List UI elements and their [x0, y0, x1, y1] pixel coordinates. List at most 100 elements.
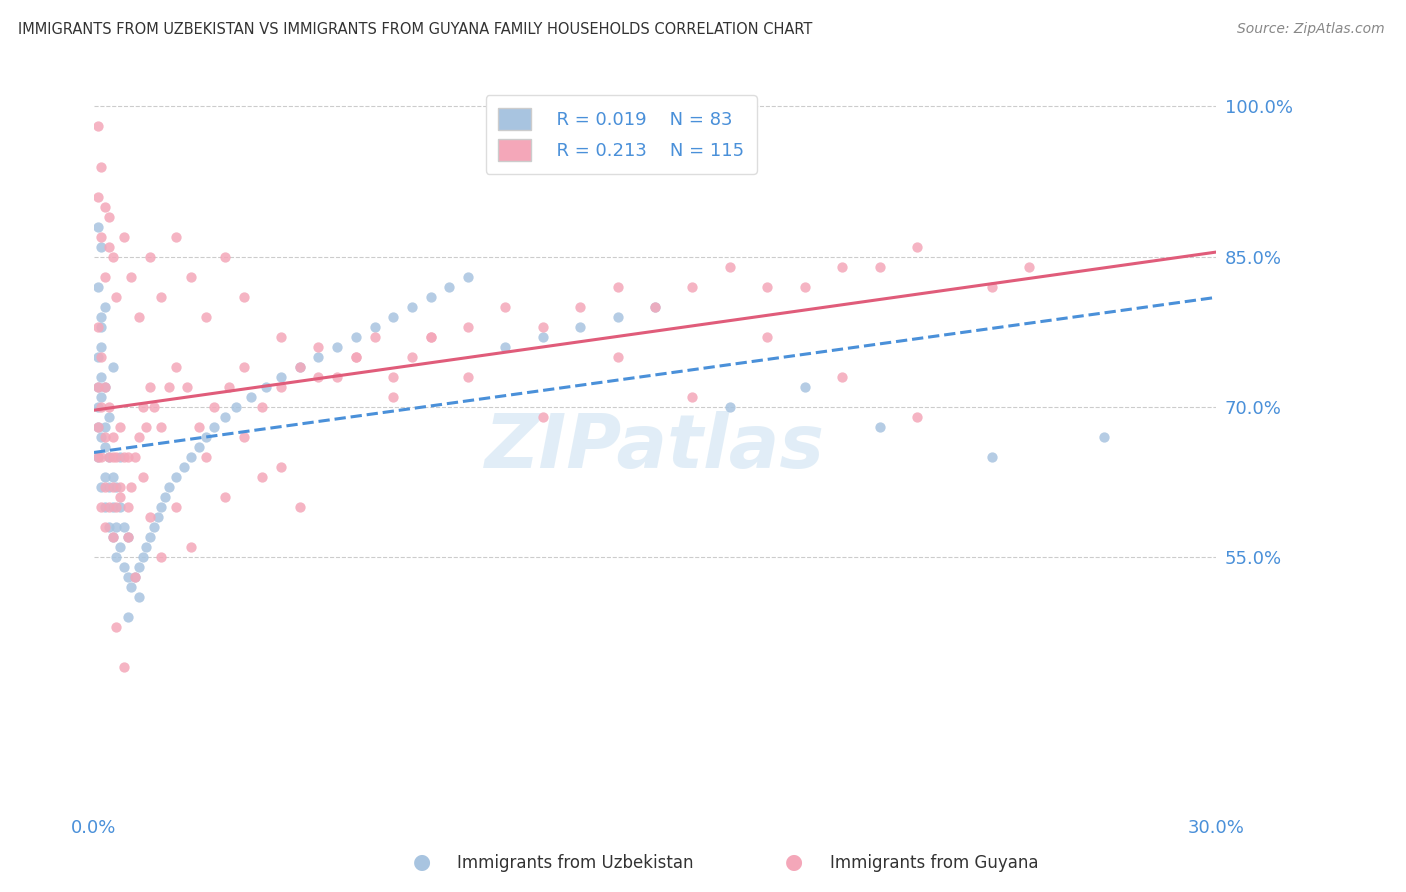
Point: [214, 490, 236, 504]
Point: [97, 480, 120, 494]
Point: [288, 359, 311, 374]
Point: [86, 189, 108, 203]
Point: [569, 319, 592, 334]
Point: [150, 500, 173, 515]
Point: [105, 290, 128, 304]
Point: [112, 560, 135, 574]
Point: [146, 510, 169, 524]
Point: [176, 380, 198, 394]
Point: [86, 450, 108, 464]
Point: [108, 450, 131, 464]
Point: [108, 490, 131, 504]
Point: [139, 250, 162, 264]
Point: [307, 370, 329, 384]
Text: Immigrants from Uzbekistan: Immigrants from Uzbekistan: [457, 855, 693, 872]
Point: [86, 450, 108, 464]
Point: [793, 380, 815, 394]
Point: [382, 310, 405, 324]
Point: [1018, 260, 1040, 274]
Point: [90, 370, 112, 384]
Point: [252, 470, 274, 484]
Point: [94, 520, 117, 534]
Point: [419, 330, 441, 344]
Point: [94, 380, 117, 394]
Point: [94, 420, 117, 434]
Point: [90, 350, 112, 364]
Point: [756, 279, 779, 293]
Point: [214, 250, 236, 264]
Point: [401, 350, 423, 364]
Point: [252, 400, 274, 414]
Point: [270, 370, 292, 384]
Point: [905, 240, 928, 254]
Point: [108, 480, 131, 494]
Point: [344, 350, 367, 364]
Point: [94, 440, 117, 454]
Point: [97, 450, 120, 464]
Point: [112, 520, 135, 534]
Point: [90, 229, 112, 244]
Point: [142, 400, 165, 414]
Point: [363, 330, 385, 344]
Point: [157, 380, 180, 394]
Point: [90, 430, 112, 444]
Point: [120, 480, 142, 494]
Point: [90, 240, 112, 254]
Point: [131, 400, 153, 414]
Point: [142, 520, 165, 534]
Point: [494, 340, 516, 354]
Point: [117, 610, 139, 624]
Point: [644, 300, 666, 314]
Point: [117, 450, 139, 464]
Point: [90, 340, 112, 354]
Point: [718, 400, 741, 414]
Point: [419, 330, 441, 344]
Point: [101, 530, 124, 544]
Point: [124, 570, 146, 584]
Point: [606, 350, 628, 364]
Point: [94, 470, 117, 484]
Point: [139, 380, 162, 394]
Point: [90, 319, 112, 334]
Point: [112, 660, 135, 674]
Point: [494, 300, 516, 314]
Point: [124, 570, 146, 584]
Point: [344, 350, 367, 364]
Point: [344, 330, 367, 344]
Point: [90, 480, 112, 494]
Point: [1092, 430, 1115, 444]
Point: [90, 400, 112, 414]
Point: [157, 480, 180, 494]
Point: [105, 450, 128, 464]
Point: [124, 450, 146, 464]
Text: Source: ZipAtlas.com: Source: ZipAtlas.com: [1237, 22, 1385, 37]
Point: [94, 500, 117, 515]
Point: [401, 300, 423, 314]
Point: [793, 279, 815, 293]
Point: [105, 520, 128, 534]
Point: [120, 269, 142, 284]
Point: [270, 330, 292, 344]
Point: [180, 269, 202, 284]
Text: ZIPatlas: ZIPatlas: [485, 410, 825, 483]
Point: [457, 319, 479, 334]
Point: [195, 430, 218, 444]
Point: [165, 229, 187, 244]
Point: [905, 409, 928, 424]
Point: [94, 300, 117, 314]
Point: [94, 269, 117, 284]
Point: [101, 430, 124, 444]
Text: Immigrants from Guyana: Immigrants from Guyana: [830, 855, 1038, 872]
Point: [90, 390, 112, 404]
Point: [187, 420, 209, 434]
Point: [101, 359, 124, 374]
Point: [108, 420, 131, 434]
Point: [101, 250, 124, 264]
Point: [326, 340, 349, 354]
Point: [97, 210, 120, 224]
Point: [531, 409, 554, 424]
Point: [419, 290, 441, 304]
Point: [180, 541, 202, 555]
Point: [980, 279, 1002, 293]
Point: [150, 420, 173, 434]
